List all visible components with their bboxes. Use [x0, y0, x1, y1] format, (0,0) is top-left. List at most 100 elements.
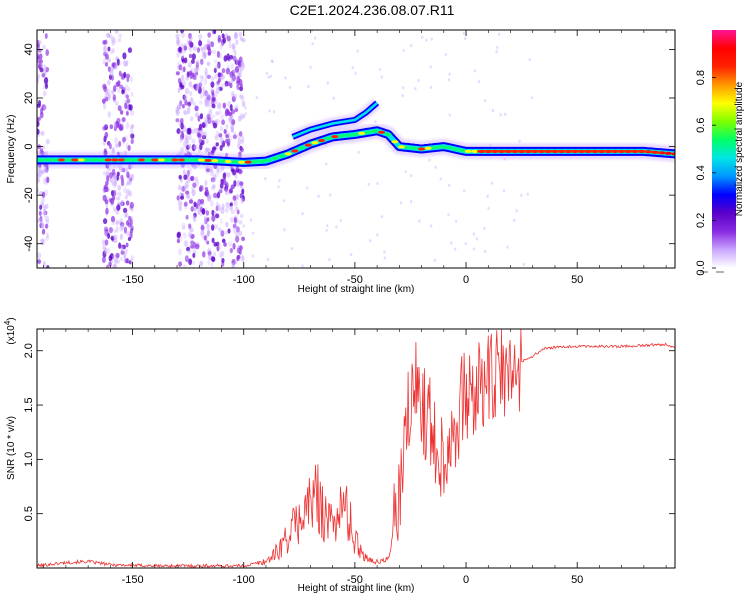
spectrogram-noise-point [328, 258, 331, 262]
spectrogram-noise-point [40, 131, 45, 136]
spectrogram-noise-point [177, 184, 182, 191]
spectrogram-noise-point [178, 205, 182, 212]
spectrogram-noise-point [528, 57, 531, 62]
spectrogram-noise-point [220, 178, 225, 184]
spectrogram-noise-point [179, 82, 183, 88]
spectrogram-noise-point [109, 49, 114, 55]
spectrogram-noise-point [409, 200, 413, 204]
spectrogram-noise-point [211, 237, 215, 244]
spectrogram-noise-point [429, 224, 433, 228]
spectrogram-noise-point [120, 180, 125, 187]
spectrogram-noise-point [266, 257, 270, 262]
spectrogram-noise-point [124, 195, 128, 200]
spectrogram-noise-point [249, 218, 253, 222]
svg-text:(x104): (x104) [3, 317, 17, 344]
spectrogram-noise-point [301, 212, 304, 216]
spectrogram-noise-point [235, 226, 241, 232]
spectrogram-noise-point [183, 240, 189, 247]
spectrogram-noise-point [238, 220, 243, 225]
spectrogram-ridge-blob [324, 136, 332, 140]
spectrogram-noise-point [117, 38, 122, 43]
spectrogram-noise-point [112, 263, 117, 268]
spectrogram-noise-point [227, 81, 231, 87]
spectrogram-noise-point [188, 223, 192, 229]
spectrogram-ridge-blob [338, 134, 346, 138]
spectrogram-noise-point [43, 104, 47, 111]
spectrogram-noise-point [239, 94, 244, 99]
spectrogram-noise-point [46, 176, 50, 184]
spectrogram-noise-point [213, 251, 217, 257]
spectrogram-noise-point [225, 188, 229, 195]
spectrogram-noise-point [238, 56, 243, 63]
spectrogram-noise-point [444, 52, 448, 57]
spectrogram-ridge-blob [451, 147, 459, 151]
spectrogram-noise-point [199, 143, 203, 151]
spectrogram-noise-point [115, 81, 120, 88]
spectrogram-noise-point [221, 250, 225, 257]
spectrogram-noise-point [102, 171, 107, 176]
spectrogram-noise-point [233, 32, 237, 40]
spectrogram-noise-point [193, 127, 198, 134]
spectrogram-noise-point [218, 52, 223, 59]
spectrogram-noise-point [125, 242, 129, 248]
spectrogram-noise-point [44, 215, 49, 222]
spectrogram-noise-point [225, 67, 230, 75]
spectrogram-noise-point [115, 226, 119, 233]
spectrogram-noise-point [111, 62, 116, 68]
spectrogram-noise-point [199, 80, 203, 88]
spectrogram-noise-point [125, 122, 130, 129]
spectrogram-noise-point [179, 195, 185, 200]
spectrogram-noise-point [183, 174, 188, 180]
spectrogram-noise-point [180, 74, 185, 81]
spectrogram-noise-point [198, 123, 203, 131]
spectrogram-noise-point [37, 218, 41, 224]
spectrogram-noise-point [129, 228, 134, 234]
spectrogram-ridge-blob [64, 158, 72, 162]
spectrogram-noise-point [447, 183, 451, 187]
spectrogram-noise-point [220, 218, 223, 224]
spectrogram-noise-point [39, 204, 43, 210]
spectrogram-noise-point [210, 87, 214, 94]
spectrogram-noise-point [490, 181, 494, 185]
spectrogram-ridge-blob [231, 160, 239, 164]
spectrogram-noise-point [206, 61, 211, 66]
spectrogram-noise-point [200, 58, 204, 65]
spectrogram-noise-point [219, 144, 223, 152]
spectrogram-noise-point [219, 251, 223, 259]
spectrogram-noise-point [464, 36, 467, 41]
spectrogram-noise-point [184, 134, 189, 141]
spectrogram-noise-point [214, 134, 219, 141]
spectrogram-noise-point [118, 33, 123, 39]
spectrogram-noise-point [181, 185, 186, 192]
spectrogram-noise-point [183, 201, 188, 207]
spectrogram-noise-point [188, 81, 193, 88]
spectrogram-noise-point [414, 87, 417, 91]
spectrogram-ridge-blob [398, 145, 406, 149]
spectrogram-noise-point [211, 224, 215, 231]
spectrogram-ridge-blob [384, 132, 392, 137]
spectrogram-noise-point [182, 66, 186, 73]
spectrogram-noise-point [190, 84, 194, 89]
spectrogram-noise-point [499, 113, 502, 117]
spectrogram-noise-point [42, 191, 46, 198]
spectrogram-noise-point [175, 109, 180, 116]
spectrogram-noise-point [111, 181, 116, 186]
spectrogram-noise-point [182, 232, 187, 239]
spectrogram-noise-point [230, 122, 235, 130]
spectrogram-noise-point [188, 232, 192, 238]
spectrogram-noise-point [113, 229, 117, 234]
spectrogram-noise-point [184, 180, 189, 188]
spectrogram-noise-point [101, 256, 106, 263]
spectrogram-noise-point [42, 90, 47, 97]
spectrogram-noise-point [216, 245, 220, 252]
spectrogram-noise-point [238, 169, 243, 174]
spectrogram-frame [36, 29, 676, 269]
spectrogram-noise-point [447, 78, 451, 82]
x-tick-label: 0 [463, 274, 469, 286]
spectrogram-noise-point [122, 52, 127, 60]
spectrogram-noise-point [477, 80, 481, 84]
spectrogram-noise-point [128, 260, 132, 265]
spectrogram-noise-point [226, 53, 230, 61]
spectrogram-noise-point [429, 65, 432, 69]
spectrogram-noise-point [101, 98, 106, 104]
